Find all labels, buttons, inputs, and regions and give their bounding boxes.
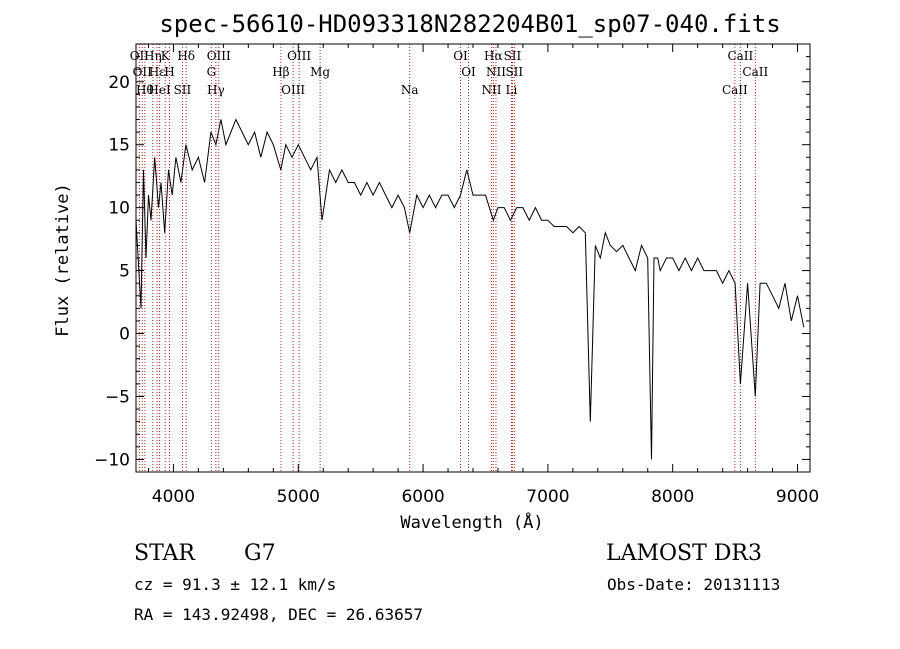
line-marker-label: SII <box>505 65 523 79</box>
spectrum-line <box>135 118 805 460</box>
line-marker-label: OIII <box>281 83 305 97</box>
line-label-group: OIIOIIHθHηHεHeIKHSIIHδGHγOIIIHβOIIIOIIIM… <box>130 49 769 97</box>
line-marker-label: Hη <box>144 49 162 63</box>
y-tick-label: −5 <box>105 387 130 407</box>
line-marker-group <box>138 44 756 472</box>
line-marker-label: Na <box>401 83 419 97</box>
line-marker-label: SII <box>174 83 192 97</box>
line-marker-label: SII <box>504 49 522 63</box>
line-marker-label: Hβ <box>272 65 289 79</box>
object-class: STAR <box>134 541 196 566</box>
line-marker-label: OIII <box>207 49 231 63</box>
y-tick-label: 10 <box>108 199 130 219</box>
x-tick-label: 9000 <box>776 487 819 507</box>
y-tick-label: 5 <box>119 262 130 282</box>
redshift-readout: cz = 91.3 ± 12.1 km/s <box>134 575 336 594</box>
y-axis-label: Flux (relative) <box>53 183 73 337</box>
chart-title: spec-56610-HD093318N282204B01_sp07-040.f… <box>159 10 780 38</box>
plot-frame <box>135 43 811 473</box>
line-marker-label: K <box>161 49 171 63</box>
line-marker-label: NII <box>486 65 506 79</box>
x-tick-label: 8000 <box>651 487 694 507</box>
y-tick-label: −10 <box>94 450 130 470</box>
line-marker-label: OII <box>133 65 153 79</box>
line-marker-label: Hα <box>484 49 503 63</box>
object-subclass: G7 <box>244 541 276 566</box>
line-marker-label: NII <box>481 83 501 97</box>
line-marker-label: OI <box>453 49 468 63</box>
line-marker-label: OIII <box>287 49 311 63</box>
line-marker-label: CaII <box>742 65 768 79</box>
survey-name: LAMOST DR3 <box>606 541 762 566</box>
x-tick-label: 4000 <box>152 487 195 507</box>
x-axis: 4000 5000 6000 7000 8000 9000 <box>147 44 819 507</box>
line-marker-label: Mg <box>310 65 330 79</box>
line-marker-label: H <box>164 65 174 79</box>
line-marker-label: G <box>207 65 217 79</box>
line-marker-label: Hδ <box>177 49 195 63</box>
x-tick-label: 6000 <box>401 487 444 507</box>
obs-date: Obs-Date: 20131113 <box>607 575 780 594</box>
x-tick-label: 7000 <box>526 487 569 507</box>
x-axis-label: Wavelength (Å) <box>400 511 543 533</box>
line-marker-label: OI <box>461 65 476 79</box>
line-marker-label: CaII <box>727 49 753 63</box>
line-marker-label: OII <box>130 49 150 63</box>
y-tick-label: 0 <box>119 325 130 345</box>
line-marker-label: Hθ <box>136 83 154 97</box>
y-tick-label: 15 <box>108 136 130 156</box>
ra-dec-readout: RA = 143.92498, DEC = 26.63657 <box>134 605 423 624</box>
line-marker-label: Li <box>506 83 518 97</box>
x-tick-label: 5000 <box>277 487 320 507</box>
y-tick-label: 20 <box>108 73 130 93</box>
y-axis: −10 −5 0 5 10 15 20 <box>94 43 810 473</box>
line-marker-label: Hγ <box>207 83 225 97</box>
line-marker-label: CaII <box>722 83 748 97</box>
line-marker-label: Hε <box>149 65 166 79</box>
line-marker-label: HeI <box>148 83 171 97</box>
